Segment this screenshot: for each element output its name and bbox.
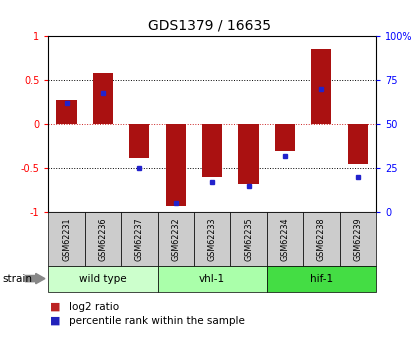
- Text: GSM62231: GSM62231: [62, 217, 71, 261]
- Text: hif-1: hif-1: [310, 274, 333, 284]
- Bar: [239, 124, 259, 184]
- Bar: [93, 73, 113, 124]
- Text: wild type: wild type: [79, 274, 127, 284]
- Text: GSM62236: GSM62236: [98, 217, 108, 261]
- Bar: [275, 124, 295, 150]
- Text: GSM62239: GSM62239: [353, 217, 362, 261]
- Text: GSM62237: GSM62237: [135, 217, 144, 261]
- Bar: [57, 100, 76, 124]
- Text: GSM62234: GSM62234: [281, 217, 289, 261]
- Text: GSM62232: GSM62232: [171, 217, 180, 261]
- Text: ■: ■: [50, 302, 61, 312]
- Text: percentile rank within the sample: percentile rank within the sample: [69, 316, 245, 326]
- Bar: [348, 124, 368, 164]
- Text: strain: strain: [2, 274, 32, 284]
- Bar: [165, 124, 186, 206]
- Text: GDS1379 / 16635: GDS1379 / 16635: [149, 19, 271, 33]
- Text: log2 ratio: log2 ratio: [69, 302, 119, 312]
- Text: GSM62233: GSM62233: [207, 217, 217, 261]
- Text: GSM62238: GSM62238: [317, 217, 326, 261]
- Bar: [129, 124, 150, 158]
- Bar: [311, 49, 331, 124]
- Text: GSM62235: GSM62235: [244, 217, 253, 261]
- Bar: [202, 124, 222, 177]
- Text: ■: ■: [50, 316, 61, 326]
- Text: vhl-1: vhl-1: [199, 274, 225, 284]
